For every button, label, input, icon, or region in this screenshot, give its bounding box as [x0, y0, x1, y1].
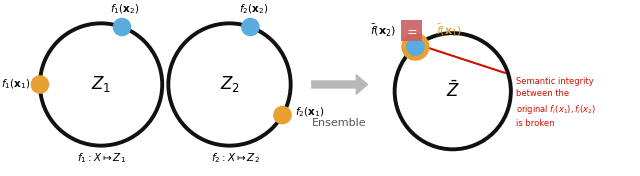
Text: $f_1(\mathbf{x}_1)$: $f_1(\mathbf{x}_1)$ [1, 78, 31, 91]
Text: $=$: $=$ [404, 24, 418, 37]
Ellipse shape [407, 38, 424, 55]
Text: $Z_2$: $Z_2$ [220, 74, 239, 95]
Text: $Z_1$: $Z_1$ [91, 74, 111, 95]
Text: $f_1 : X \mapsto Z_1$: $f_1 : X \mapsto Z_1$ [77, 151, 125, 165]
Text: $f_1(\mathbf{x}_2)$: $f_1(\mathbf{x}_2)$ [110, 2, 140, 16]
Text: $f_2(\mathbf{x}_1)$: $f_2(\mathbf{x}_1)$ [294, 105, 324, 118]
Ellipse shape [113, 18, 131, 36]
Text: $\bar{f}(\mathbf{x}_2)$: $\bar{f}(\mathbf{x}_2)$ [371, 23, 397, 38]
Text: Semantic integrity
between the
original $f_i(x_1), f_i(x_2)$
is broken: Semantic integrity between the original … [515, 77, 596, 128]
Ellipse shape [242, 18, 259, 36]
Text: $f_2(\mathbf{x}_2)$: $f_2(\mathbf{x}_2)$ [239, 2, 268, 16]
Ellipse shape [274, 106, 291, 124]
FancyBboxPatch shape [401, 20, 422, 41]
Ellipse shape [31, 76, 49, 93]
Text: $\bar{f}(\mathbf{x}_1)$: $\bar{f}(\mathbf{x}_1)$ [436, 23, 462, 38]
Text: Ensemble: Ensemble [312, 118, 367, 128]
Text: $f_2 : X \mapsto Z_2$: $f_2 : X \mapsto Z_2$ [211, 151, 260, 165]
Text: $\bar{Z}$: $\bar{Z}$ [445, 81, 460, 101]
FancyArrowPatch shape [312, 75, 367, 94]
Ellipse shape [402, 33, 429, 60]
